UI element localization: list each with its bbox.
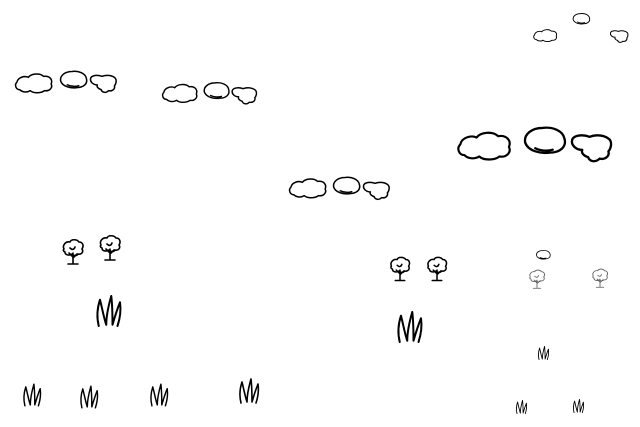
tree-icon [529, 269, 545, 289]
cloud-icon [609, 30, 629, 43]
cloud-icon [14, 73, 53, 94]
tree-icon [390, 256, 411, 282]
cloud-icon [523, 126, 567, 155]
tree-icon [99, 234, 121, 261]
grass-icon [239, 378, 260, 404]
cloud-icon [572, 13, 591, 25]
cloud-group-upper-left [14, 70, 117, 94]
grass-icon [80, 385, 99, 409]
grass-icon [150, 383, 169, 407]
cloud-icon [203, 82, 230, 100]
cloud-icon [362, 181, 390, 201]
cloud-icon [89, 74, 117, 94]
cloud-group-upper-middle [161, 82, 258, 105]
tree-group-left [62, 234, 121, 265]
tree-icon [427, 256, 448, 282]
grass-icon [573, 398, 585, 414]
grass-icon [96, 295, 122, 327]
cloud-icon [332, 176, 361, 195]
tree-group-middle [390, 256, 448, 282]
cloud-group-large-right [457, 126, 613, 163]
grass-icon [23, 383, 42, 407]
tree-group-right [529, 268, 608, 289]
cloud-icon [536, 250, 551, 260]
cloud-icon [570, 134, 613, 163]
grass-icon [516, 399, 528, 415]
grass-icon [538, 345, 550, 361]
cloud-icon [288, 178, 327, 199]
cloud-group-top-right [533, 13, 629, 43]
tree-icon [62, 238, 84, 265]
grass-group [23, 295, 585, 415]
cloud-icon [59, 70, 88, 89]
cloud-icon [161, 83, 198, 104]
tree-icon [592, 268, 608, 288]
drawing-strokes [14, 13, 629, 415]
cloud-icon [457, 131, 511, 161]
cloud-icon [231, 87, 258, 105]
grass-icon [397, 311, 423, 343]
cloud-group-center [288, 176, 390, 201]
cloud-icon [533, 29, 557, 43]
